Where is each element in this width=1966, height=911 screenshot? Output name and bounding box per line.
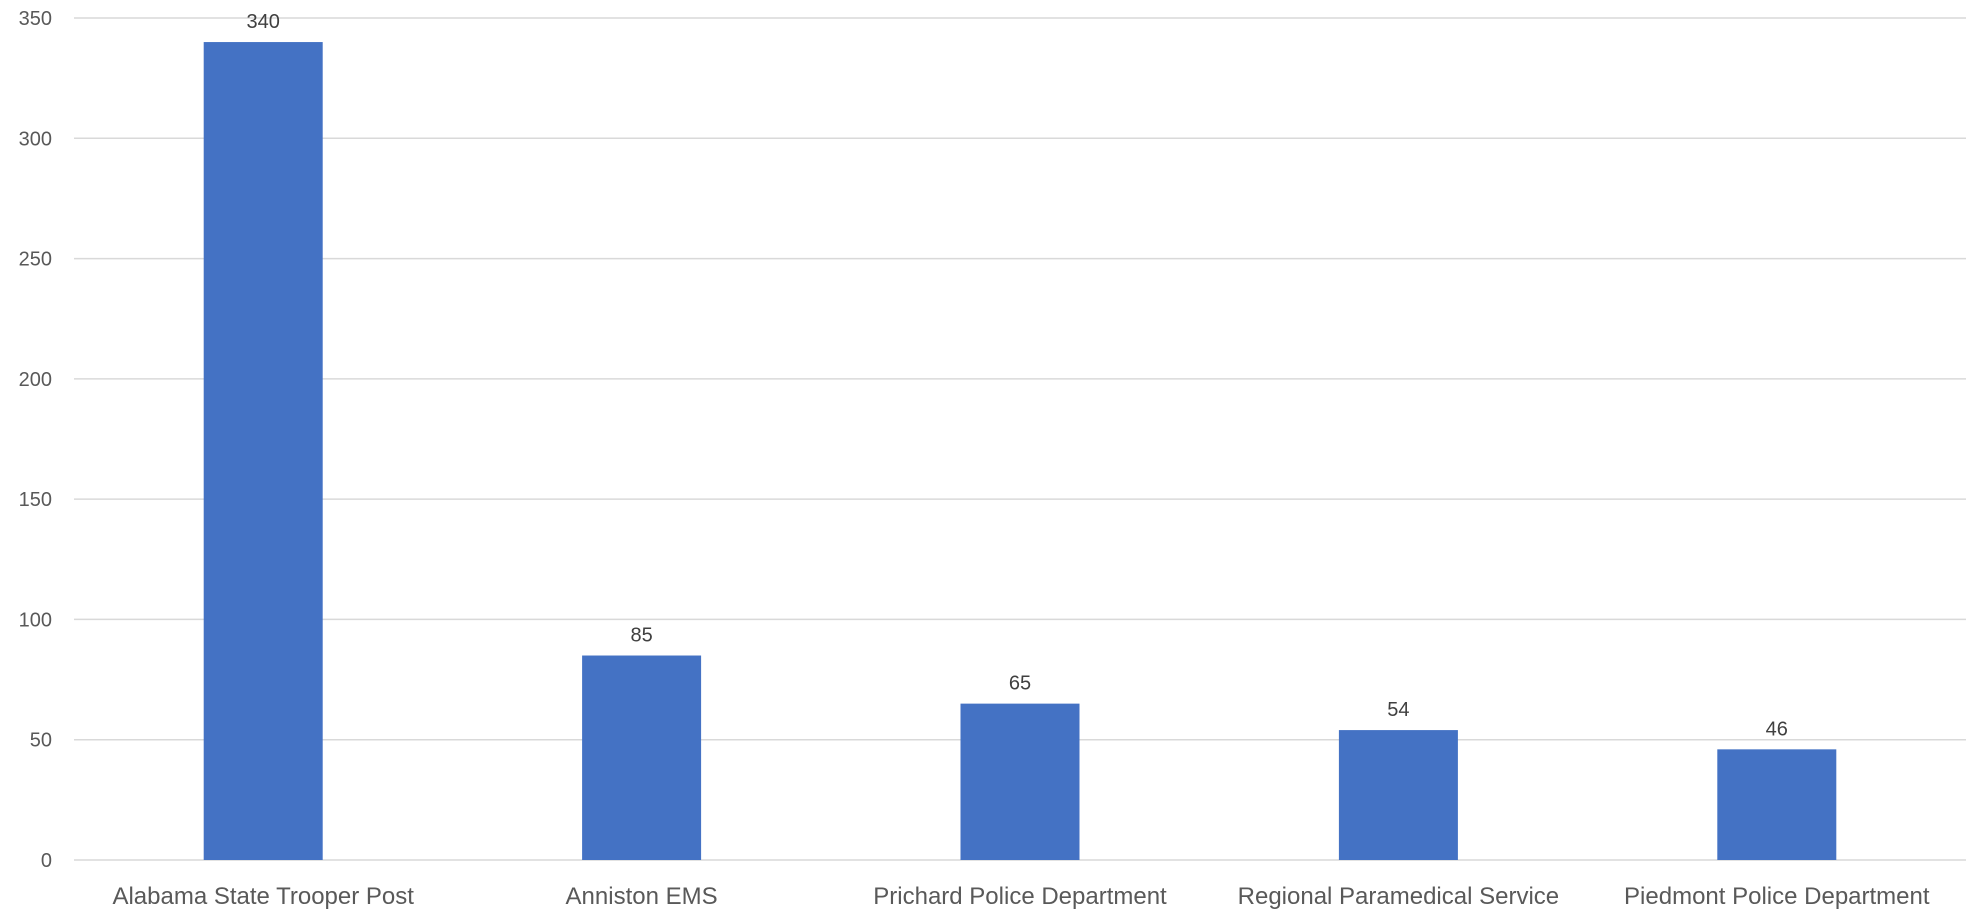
bar — [204, 42, 323, 860]
bars — [204, 42, 1837, 860]
x-category-label: Regional Paramedical Service — [1238, 883, 1560, 910]
y-tick-label: 300 — [19, 128, 52, 150]
y-tick-label: 100 — [19, 609, 52, 631]
data-label: 54 — [1387, 699, 1409, 721]
x-category-label: Alabama State Trooper Post — [112, 883, 414, 910]
data-labels: 340 85 65 54 46 — [247, 11, 1788, 740]
x-axis-categories: Alabama State Trooper Post Anniston EMS Pr… — [112, 883, 1929, 910]
bar — [1339, 730, 1458, 860]
y-tick-label: 0 — [41, 850, 52, 872]
bar — [582, 656, 701, 860]
data-label: 46 — [1766, 718, 1788, 740]
data-label: 65 — [1009, 673, 1031, 695]
y-tick-label: 50 — [30, 730, 52, 752]
data-label: 85 — [630, 625, 652, 647]
y-tick-label: 350 — [19, 8, 52, 30]
bar — [961, 704, 1080, 860]
y-tick-label: 200 — [19, 369, 52, 391]
y-tick-label: 150 — [19, 489, 52, 511]
bar — [1717, 749, 1836, 860]
data-label: 340 — [247, 11, 280, 33]
x-category-label: Anniston EMS — [566, 883, 718, 910]
x-category-label: Prichard Police Department — [873, 883, 1167, 910]
y-tick-label: 250 — [19, 249, 52, 271]
y-axis-ticks: 0 50 100 150 200 250 300 350 — [19, 8, 52, 872]
x-category-label: Piedmont Police Department — [1624, 883, 1930, 910]
